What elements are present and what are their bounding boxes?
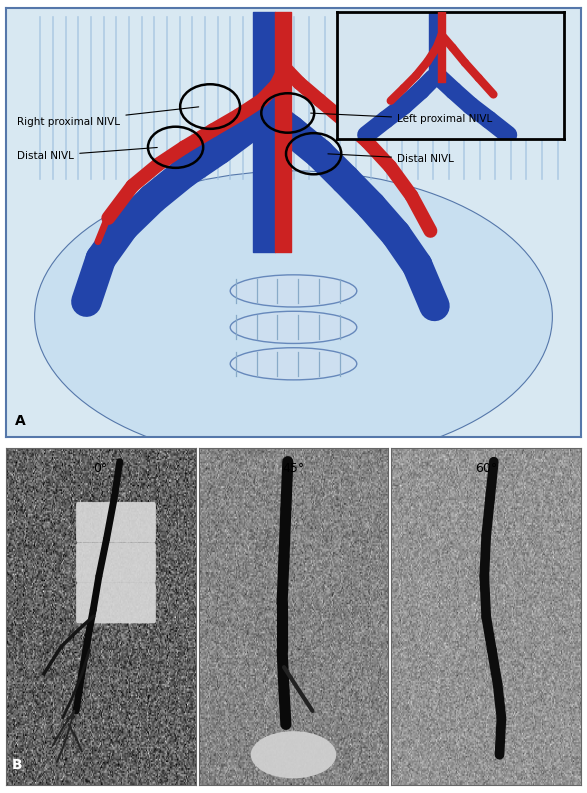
Text: Left proximal NIVL: Left proximal NIVL — [311, 113, 492, 125]
Text: A: A — [15, 414, 25, 428]
FancyBboxPatch shape — [76, 583, 156, 623]
FancyBboxPatch shape — [76, 542, 156, 583]
Ellipse shape — [35, 170, 552, 462]
Text: B: B — [12, 757, 22, 772]
Text: 60°: 60° — [475, 462, 497, 475]
Text: 0°: 0° — [93, 462, 108, 475]
Text: Distal NIVL: Distal NIVL — [18, 147, 157, 161]
Ellipse shape — [230, 275, 357, 307]
Text: Right proximal NIVL: Right proximal NIVL — [18, 107, 198, 127]
Text: Distal NIVL: Distal NIVL — [328, 154, 454, 164]
FancyBboxPatch shape — [76, 502, 156, 542]
Ellipse shape — [251, 731, 336, 779]
Ellipse shape — [230, 312, 357, 343]
Ellipse shape — [230, 347, 357, 380]
Text: 45°: 45° — [282, 462, 305, 475]
